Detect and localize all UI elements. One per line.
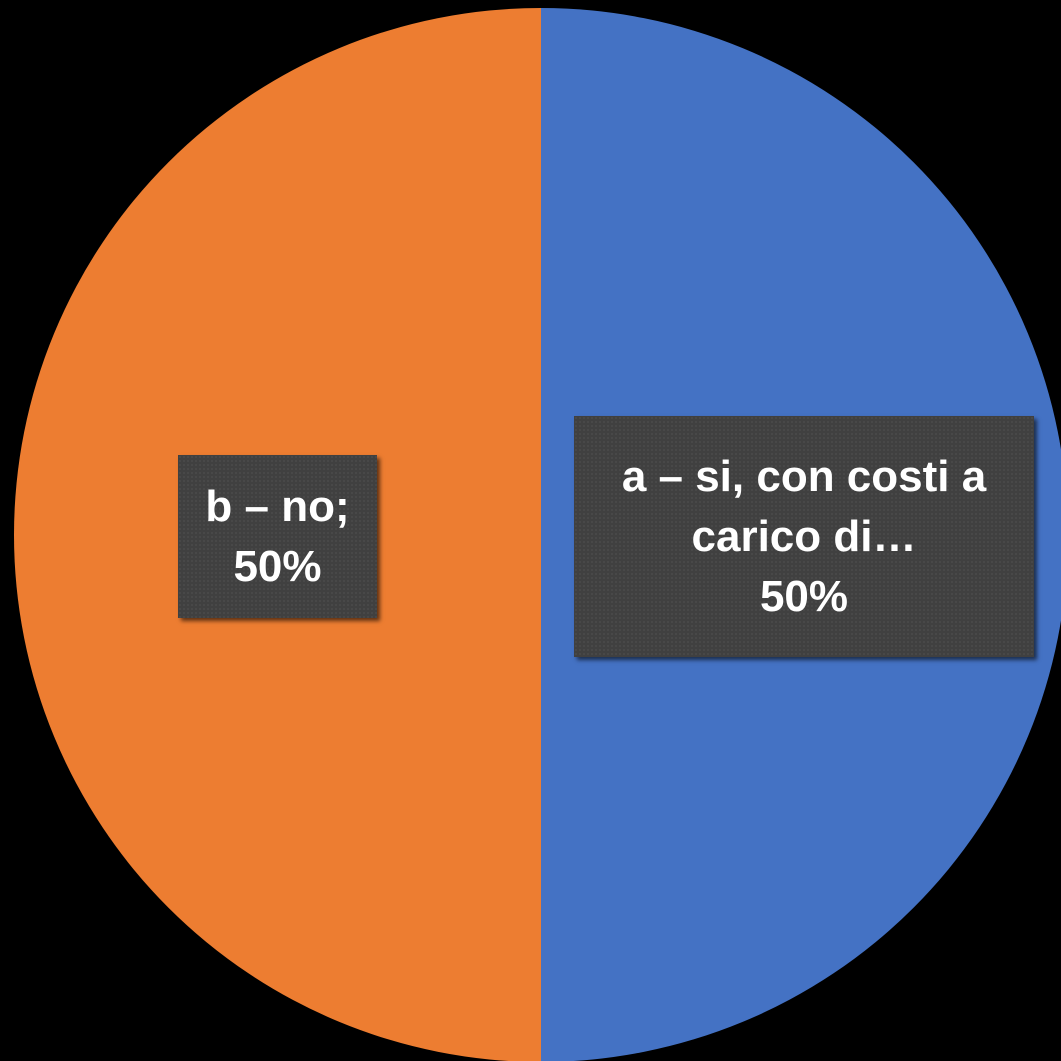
category-label: b – no; (205, 481, 350, 531)
value-label: 50% (759, 571, 849, 621)
category-label: a – si, con costi a carico di… (621, 451, 987, 561)
data-label: b – no; 50% (178, 455, 377, 618)
data-label: a – si, con costi a carico di… 50% (574, 416, 1034, 657)
value-label: 50% (233, 541, 322, 591)
